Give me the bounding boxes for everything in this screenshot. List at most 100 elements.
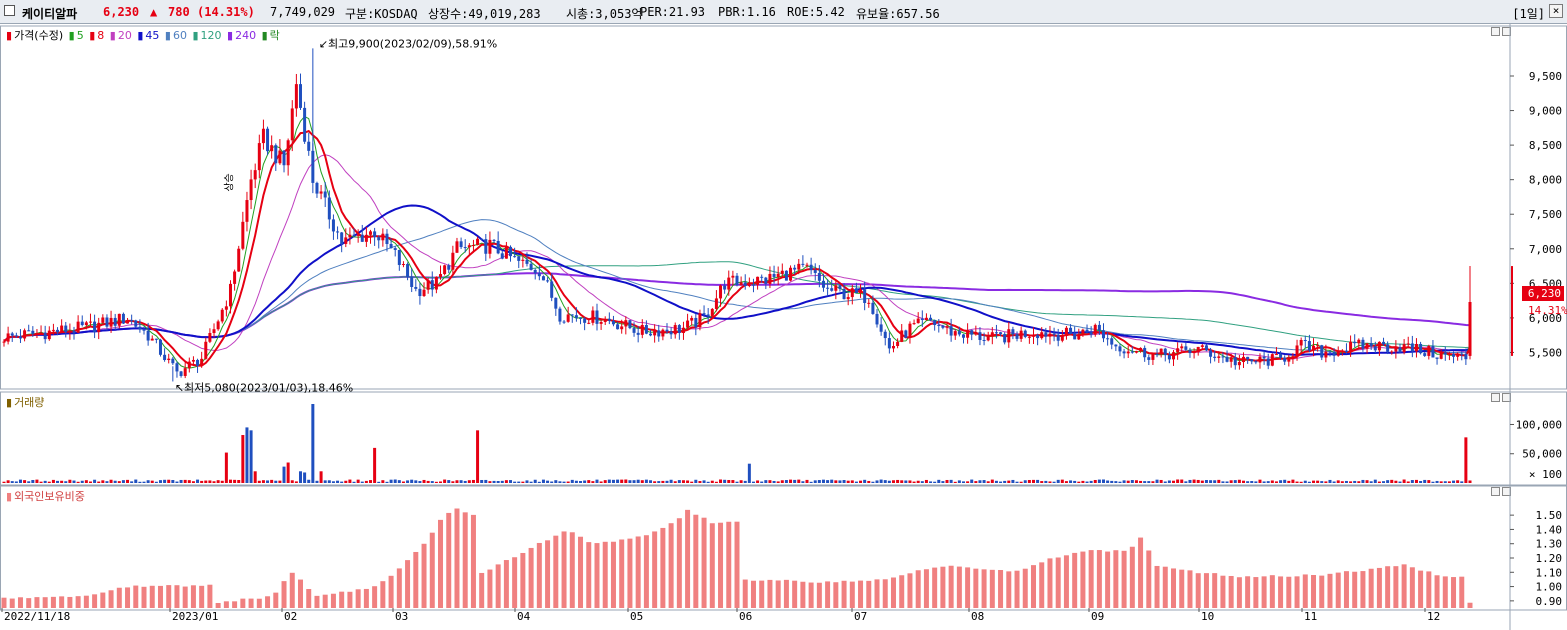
volume-bar [1456,480,1460,483]
price-candle [731,275,735,278]
price-candle [1439,352,1443,359]
price-candle [1036,335,1040,339]
price-candle [14,335,18,337]
foreign-ratio-bar [59,596,65,608]
stock-chart[interactable]: 5,5006,0006,5007,0007,5008,0008,5009,000… [0,24,1567,630]
price-candle [18,336,22,339]
volume-bar [846,480,850,483]
volume-bar [1073,480,1077,483]
price-candle [1093,324,1097,335]
volume-bar [1439,481,1443,483]
price-candle [1085,329,1089,333]
volume-bar [1332,481,1336,483]
volume-bar [929,481,933,483]
close-icon[interactable]: × [1549,4,1563,18]
foreign-ratio-bar [182,586,188,608]
price-candle [1357,339,1361,344]
price-candle [1081,329,1085,335]
volume-bar [554,480,558,483]
foreign-ratio-bar [1376,567,1382,608]
foreign-pane-minimize-icon[interactable] [1491,487,1500,496]
volume-bar [1291,479,1295,483]
legend-ma5: 5 [76,29,84,42]
price-candle [978,332,982,340]
price-candle [1097,324,1101,331]
volume-bar [961,481,965,483]
price-candle [834,285,838,291]
price-candle [1373,346,1377,351]
price-candle [735,275,739,286]
price-candle [430,280,434,290]
foreign-ytick-label: 1.00 [1536,581,1563,594]
foreign-ratio-bar [800,581,806,608]
price-candle [88,321,92,323]
interval-selector[interactable]: [1일] [1512,7,1545,21]
foreign-ratio-bar [940,566,946,608]
foreign-ratio-bar [1467,602,1473,608]
volume-bar [920,481,924,483]
foreign-ratio-bar [446,512,452,608]
volume-bar [1217,479,1221,483]
volume-bar [1357,481,1361,483]
foreign-ratio-bar [1253,577,1259,608]
volume-bar [282,466,286,483]
price-pane-minimize-icon[interactable] [1491,27,1500,36]
foreign-ratio-bar [1311,574,1317,608]
volume-bar [97,481,101,483]
price-candle [587,322,591,324]
foreign-ratio-bar [561,531,567,608]
volume-bar [1122,480,1126,483]
volume-bar [644,479,648,483]
header-checkbox[interactable] [4,5,15,16]
volume-bar [430,481,434,483]
price-candle [850,288,854,298]
price-candle [723,285,727,290]
price-candle [253,170,257,180]
foreign-ratio-bar [536,542,542,608]
price-candle [261,128,265,144]
price-candle [196,359,200,366]
price-candle [1443,352,1447,355]
price-candle [1270,354,1274,366]
foreign-ratio-bar [1319,575,1325,608]
foreign-ratio-bar [1278,576,1284,608]
foreign-ratio-bar [199,585,205,608]
stock-name[interactable]: 케이티알파 [22,7,78,21]
price-candle [1023,330,1027,337]
price-candle [360,234,364,242]
price-candle [1365,343,1369,349]
price-candle [760,276,764,278]
price-candle [228,283,232,307]
price-candle [867,302,871,304]
foreign-ratio-bar [1,597,7,608]
volume-bar [871,481,875,483]
volume-bar [1237,479,1241,483]
foreign-ratio-bar [1212,573,1218,608]
volume-bar [463,480,467,483]
volume-bar [1361,479,1365,483]
price-candle [1180,346,1184,349]
foreign-ratio-bar [1187,570,1193,608]
volume-bar [1139,480,1143,483]
volume-bar [14,481,18,483]
foreign-ratio-bar [1088,550,1094,608]
volume-pane-minimize-icon[interactable] [1491,393,1500,402]
x-tick-label: 07 [854,610,867,623]
price-candle [1427,345,1431,356]
price-candle [101,317,105,323]
price-candle [826,287,830,289]
volume-bar [986,481,990,483]
foreign-ratio-bar [1121,550,1127,608]
x-tick-label: 02 [284,610,297,623]
volume-bar [1452,480,1456,483]
foreign-ratio-bar [833,582,839,608]
volume-bar [966,481,970,483]
volume-bar [68,479,72,483]
volume-bar [760,481,764,483]
price-candle [1406,343,1410,345]
price-candle [130,320,134,322]
volume-bar [900,480,904,483]
price-candle [772,273,776,277]
volume-bar [1110,480,1114,483]
price-candle [1423,353,1427,356]
